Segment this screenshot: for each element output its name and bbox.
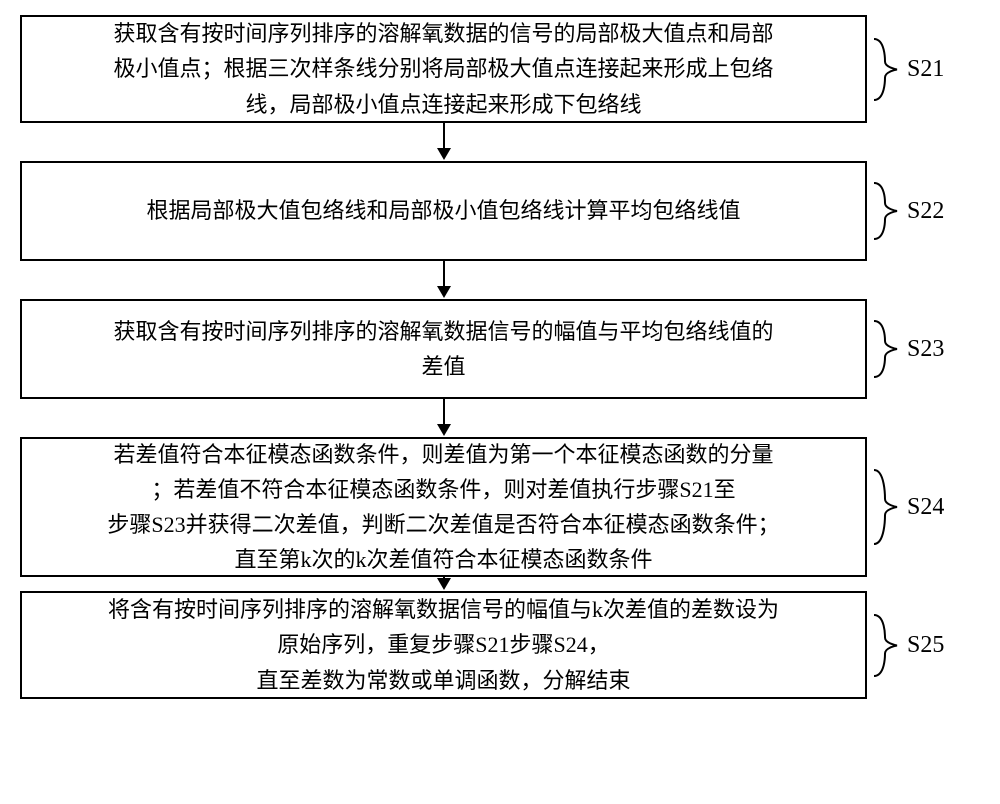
step-label-s21: S21	[907, 56, 944, 83]
brace-s21: S21	[867, 15, 944, 123]
brace-s22: S22	[867, 161, 944, 261]
step-label-s25: S25	[907, 632, 944, 659]
arrow-after-s22	[0, 261, 1000, 299]
step-row-s22: 根据局部极大值包络线和局部极小值包络线计算平均包络线值 S22	[0, 161, 1000, 261]
step-row-s23: 获取含有按时间序列排序的溶解氧数据信号的幅值与平均包络线值的 差值 S23	[0, 299, 1000, 399]
step-text-s23: 获取含有按时间序列排序的溶解氧数据信号的幅值与平均包络线值的 差值	[113, 314, 773, 384]
step-box-s22: 根据局部极大值包络线和局部极小值包络线计算平均包络线值	[20, 161, 867, 261]
step-label-s24: S24	[907, 494, 944, 521]
step-label-s22: S22	[907, 198, 944, 225]
brace-s24: S24	[867, 437, 944, 577]
step-box-s25: 将含有按时间序列排序的溶解氧数据信号的幅值与k次差值的差数设为 原始序列，重复步…	[20, 591, 867, 699]
arrow-after-s21	[0, 123, 1000, 161]
step-row-s24: 若差值符合本征模态函数条件，则差值为第一个本征模态函数的分量 ；若差值不符合本征…	[0, 437, 1000, 577]
step-label-s23: S23	[907, 336, 944, 363]
step-text-s24: 若差值符合本征模态函数条件，则差值为第一个本征模态函数的分量 ；若差值不符合本征…	[107, 437, 779, 578]
step-box-s23: 获取含有按时间序列排序的溶解氧数据信号的幅值与平均包络线值的 差值	[20, 299, 867, 399]
step-text-s25: 将含有按时间序列排序的溶解氧数据信号的幅值与k次差值的差数设为 原始序列，重复步…	[108, 592, 779, 698]
step-box-s21: 获取含有按时间序列排序的溶解氧数据的信号的局部极大值点和局部 极小值点；根据三次…	[20, 15, 867, 123]
arrow-after-s23	[0, 399, 1000, 437]
brace-s25: S25	[867, 591, 944, 699]
step-box-s24: 若差值符合本征模态函数条件，则差值为第一个本征模态函数的分量 ；若差值不符合本征…	[20, 437, 867, 577]
arrow-after-s24	[0, 577, 1000, 591]
step-text-s22: 根据局部极大值包络线和局部极小值包络线计算平均包络线值	[146, 193, 740, 228]
brace-s23: S23	[867, 299, 944, 399]
step-text-s21: 获取含有按时间序列排序的溶解氧数据的信号的局部极大值点和局部 极小值点；根据三次…	[113, 16, 773, 122]
step-row-s21: 获取含有按时间序列排序的溶解氧数据的信号的局部极大值点和局部 极小值点；根据三次…	[0, 15, 1000, 123]
step-row-s25: 将含有按时间序列排序的溶解氧数据信号的幅值与k次差值的差数设为 原始序列，重复步…	[0, 591, 1000, 699]
